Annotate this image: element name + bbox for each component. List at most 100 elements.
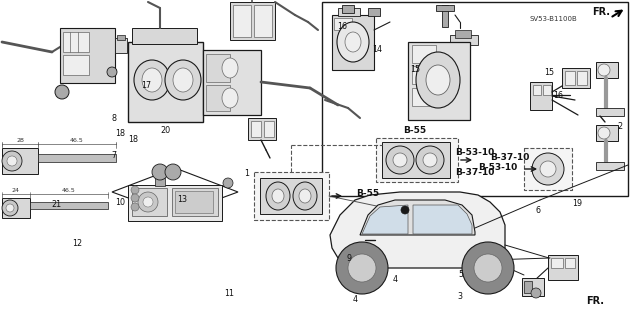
Text: 16: 16	[337, 22, 348, 31]
Ellipse shape	[131, 186, 139, 194]
Bar	[60, 28, 115, 83]
Ellipse shape	[386, 146, 414, 174]
Bar	[533, 85, 541, 95]
Bar	[382, 142, 450, 178]
Bar	[132, 188, 167, 216]
Bar	[117, 35, 125, 40]
Bar	[132, 28, 197, 44]
Text: 13: 13	[177, 195, 188, 204]
Bar	[455, 30, 471, 38]
Ellipse shape	[152, 164, 168, 180]
Bar	[596, 108, 624, 116]
Text: 16: 16	[553, 91, 563, 100]
Text: 18: 18	[115, 129, 125, 138]
Bar	[412, 66, 436, 84]
Bar	[63, 55, 89, 75]
Ellipse shape	[336, 242, 388, 294]
Text: FR.: FR.	[592, 7, 610, 17]
Ellipse shape	[138, 192, 158, 212]
Bar	[342, 5, 354, 13]
Text: 1: 1	[244, 169, 250, 178]
Text: 14: 14	[372, 45, 383, 54]
Polygon shape	[112, 168, 238, 215]
Bar	[338, 8, 360, 16]
Bar	[230, 2, 275, 40]
Bar	[264, 121, 274, 137]
Ellipse shape	[293, 182, 317, 210]
Bar	[58, 89, 66, 95]
Ellipse shape	[131, 203, 139, 211]
Bar	[175, 191, 213, 213]
Ellipse shape	[474, 254, 502, 282]
Bar	[108, 69, 116, 72]
Bar	[436, 5, 454, 11]
Ellipse shape	[165, 60, 201, 100]
Ellipse shape	[131, 194, 139, 202]
Ellipse shape	[426, 65, 450, 95]
Bar	[368, 8, 380, 16]
Ellipse shape	[348, 254, 376, 282]
Bar	[128, 185, 222, 221]
Bar	[376, 138, 458, 182]
Text: B-53-10: B-53-10	[455, 148, 495, 157]
Bar	[332, 15, 374, 70]
Text: 15: 15	[544, 68, 554, 77]
Bar	[334, 18, 352, 30]
Ellipse shape	[143, 197, 153, 207]
Bar	[596, 62, 618, 78]
Bar	[30, 202, 108, 209]
Text: SV53-B1100B: SV53-B1100B	[530, 16, 577, 21]
Ellipse shape	[165, 164, 181, 180]
Bar	[596, 125, 618, 141]
Text: 21: 21	[51, 200, 61, 209]
Ellipse shape	[345, 32, 361, 52]
Ellipse shape	[55, 85, 69, 99]
Bar	[577, 71, 587, 85]
Text: B-55: B-55	[356, 189, 380, 198]
Ellipse shape	[532, 153, 564, 185]
Text: 46.5: 46.5	[62, 188, 76, 192]
Ellipse shape	[2, 200, 18, 216]
Text: 24: 24	[12, 188, 20, 192]
Bar	[254, 5, 272, 37]
Ellipse shape	[540, 161, 556, 177]
Text: 4: 4	[393, 275, 398, 284]
Text: B-37-10: B-37-10	[490, 153, 530, 162]
Bar	[442, 5, 448, 27]
Ellipse shape	[266, 182, 290, 210]
Bar	[115, 38, 127, 53]
Ellipse shape	[416, 146, 444, 174]
Bar	[530, 82, 552, 110]
Text: 15: 15	[410, 65, 420, 74]
Bar	[408, 42, 470, 120]
Bar	[412, 88, 436, 106]
Text: 20: 20	[160, 126, 170, 135]
Bar	[155, 178, 165, 186]
Bar	[562, 68, 590, 88]
Ellipse shape	[299, 189, 311, 203]
Ellipse shape	[223, 178, 233, 188]
Text: 8: 8	[111, 114, 116, 123]
Ellipse shape	[531, 288, 541, 298]
Text: 6: 6	[535, 206, 540, 215]
Bar	[412, 45, 436, 63]
Polygon shape	[360, 200, 475, 235]
Bar	[524, 148, 572, 190]
Text: 3: 3	[457, 292, 462, 301]
Bar	[128, 42, 203, 122]
Bar	[206, 54, 230, 82]
Polygon shape	[330, 192, 505, 268]
Ellipse shape	[337, 22, 369, 62]
Text: 5: 5	[458, 271, 463, 279]
Ellipse shape	[401, 206, 409, 214]
Bar	[322, 2, 628, 196]
Bar	[2, 148, 38, 174]
Bar	[565, 71, 575, 85]
Text: 12: 12	[72, 239, 82, 248]
Bar	[254, 172, 329, 220]
Bar	[172, 188, 218, 216]
Text: 18: 18	[128, 135, 138, 144]
Bar	[203, 50, 261, 115]
Text: 11: 11	[224, 289, 234, 298]
Ellipse shape	[134, 60, 170, 100]
